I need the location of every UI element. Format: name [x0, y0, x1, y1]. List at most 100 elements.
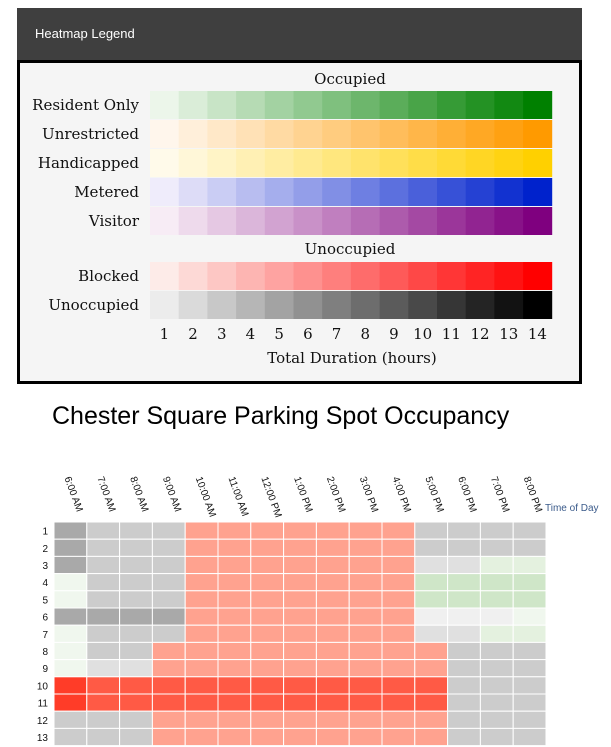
heatmap-cell[interactable] [414, 538, 449, 557]
heatmap-cell[interactable] [381, 607, 416, 626]
heatmap-cell[interactable] [315, 727, 350, 747]
heatmap-cell[interactable] [381, 676, 416, 695]
heatmap-cell[interactable] [151, 521, 186, 540]
heatmap-cell[interactable] [414, 641, 449, 661]
heatmap-cell[interactable] [250, 710, 285, 729]
heatmap-cell[interactable] [119, 693, 153, 712]
heatmap-cell[interactable] [283, 676, 317, 695]
heatmap-cell[interactable] [283, 521, 317, 540]
heatmap-cell[interactable] [348, 607, 383, 626]
heatmap-cell[interactable] [315, 555, 350, 575]
heatmap-cell[interactable] [86, 590, 121, 609]
heatmap-cell[interactable] [119, 538, 153, 557]
heatmap-cell[interactable] [381, 590, 416, 609]
heatmap-cell[interactable] [151, 641, 186, 661]
heatmap-cell[interactable] [250, 590, 285, 609]
heatmap-cell[interactable] [86, 710, 121, 729]
heatmap-cell[interactable] [479, 624, 514, 643]
heatmap-cell[interactable] [250, 573, 285, 592]
heatmap-cell[interactable] [315, 641, 350, 661]
heatmap-cell[interactable] [86, 659, 121, 678]
heatmap-cell[interactable] [250, 693, 285, 712]
heatmap-cell[interactable] [447, 521, 481, 540]
heatmap-cell[interactable] [217, 607, 252, 626]
heatmap-cell[interactable] [86, 607, 121, 626]
heatmap-cell[interactable] [479, 538, 514, 557]
heatmap-cell[interactable] [119, 676, 153, 695]
heatmap-cell[interactable] [151, 727, 186, 747]
heatmap-cell[interactable] [283, 624, 317, 643]
heatmap-cell[interactable] [250, 659, 285, 678]
heatmap-cell[interactable] [53, 607, 88, 626]
heatmap-cell[interactable] [479, 590, 514, 609]
heatmap-cell[interactable] [283, 659, 317, 678]
heatmap-cell[interactable] [512, 573, 547, 592]
heatmap-cell[interactable] [250, 624, 285, 643]
heatmap-cell[interactable] [217, 693, 252, 712]
heatmap-cell[interactable] [217, 641, 252, 661]
heatmap-cell[interactable] [250, 521, 285, 540]
heatmap-cell[interactable] [151, 710, 186, 729]
heatmap-cell[interactable] [250, 676, 285, 695]
heatmap-cell[interactable] [283, 693, 317, 712]
heatmap-cell[interactable] [151, 659, 186, 678]
heatmap-cell[interactable] [53, 710, 88, 729]
heatmap-cell[interactable] [283, 710, 317, 729]
heatmap-cell[interactable] [217, 521, 252, 540]
heatmap-cell[interactable] [479, 676, 514, 695]
heatmap-cell[interactable] [381, 555, 416, 575]
heatmap-cell[interactable] [250, 641, 285, 661]
heatmap-cell[interactable] [381, 641, 416, 661]
heatmap-cell[interactable] [217, 538, 252, 557]
heatmap-cell[interactable] [250, 538, 285, 557]
heatmap-cell[interactable] [184, 607, 219, 626]
heatmap-cell[interactable] [414, 659, 449, 678]
heatmap-cell[interactable] [512, 538, 547, 557]
heatmap-cell[interactable] [512, 676, 547, 695]
heatmap-cell[interactable] [217, 710, 252, 729]
heatmap-cell[interactable] [119, 521, 153, 540]
heatmap-cell[interactable] [512, 693, 547, 712]
heatmap-cell[interactable] [414, 607, 449, 626]
heatmap-cell[interactable] [414, 555, 449, 575]
heatmap-cell[interactable] [414, 710, 449, 729]
heatmap-cell[interactable] [250, 727, 285, 747]
heatmap-cell[interactable] [283, 727, 317, 747]
heatmap-cell[interactable] [447, 727, 481, 747]
heatmap-cell[interactable] [151, 573, 186, 592]
heatmap-cell[interactable] [283, 590, 317, 609]
heatmap-cell[interactable] [217, 555, 252, 575]
heatmap-cell[interactable] [184, 727, 219, 747]
heatmap-cell[interactable] [447, 659, 481, 678]
heatmap-cell[interactable] [381, 624, 416, 643]
heatmap-cell[interactable] [348, 710, 383, 729]
heatmap-cell[interactable] [184, 521, 219, 540]
heatmap-cell[interactable] [512, 607, 547, 626]
heatmap-cell[interactable] [414, 590, 449, 609]
heatmap-cell[interactable] [184, 555, 219, 575]
heatmap-cell[interactable] [479, 710, 514, 729]
heatmap-cell[interactable] [512, 590, 547, 609]
heatmap-cell[interactable] [447, 624, 481, 643]
heatmap-cell[interactable] [283, 555, 317, 575]
heatmap-cell[interactable] [53, 521, 88, 540]
heatmap-cell[interactable] [479, 659, 514, 678]
heatmap-cell[interactable] [217, 676, 252, 695]
heatmap-cell[interactable] [414, 693, 449, 712]
heatmap-cell[interactable] [86, 641, 121, 661]
heatmap-cell[interactable] [447, 555, 481, 575]
heatmap-cell[interactable] [151, 624, 186, 643]
heatmap-cell[interactable] [381, 521, 416, 540]
heatmap-cell[interactable] [53, 676, 88, 695]
heatmap-cell[interactable] [479, 693, 514, 712]
heatmap-cell[interactable] [512, 659, 547, 678]
heatmap-cell[interactable] [479, 555, 514, 575]
heatmap-cell[interactable] [119, 573, 153, 592]
heatmap-cell[interactable] [315, 607, 350, 626]
heatmap-cell[interactable] [414, 727, 449, 747]
heatmap-cell[interactable] [447, 607, 481, 626]
heatmap-cell[interactable] [217, 727, 252, 747]
heatmap-cell[interactable] [86, 676, 121, 695]
heatmap-cell[interactable] [315, 521, 350, 540]
heatmap-cell[interactable] [86, 555, 121, 575]
